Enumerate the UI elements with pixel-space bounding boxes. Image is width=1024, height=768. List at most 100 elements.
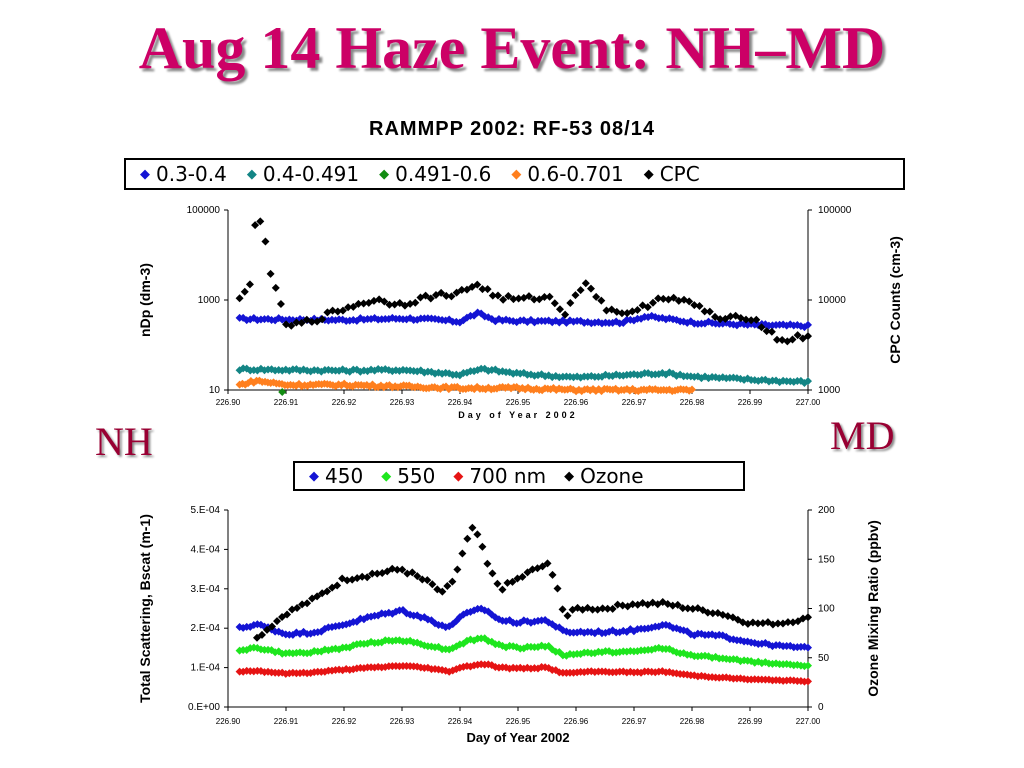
data-point [297,318,306,327]
y2-axis-title: CPC Counts (cm-3) [887,236,903,364]
x-tick-label: 226.95 [506,398,531,407]
x-tick-label: 226.92 [332,717,357,726]
y-axis-title: nDp (dm-3) [137,263,153,337]
data-point [673,600,682,609]
data-point [773,619,782,628]
data-point [597,296,606,305]
legend-label: 0.6-0.701 [527,162,624,186]
data-point [530,295,539,304]
data-point [473,280,482,289]
data-point [648,298,657,307]
y-axis-title: Total Scattering, Bscat (m-1) [137,514,153,703]
data-point [555,305,564,314]
data-point [333,581,342,590]
data-point [256,217,265,226]
legend-label: Ozone [580,464,644,488]
data-point [263,625,272,634]
legend-item-0.4-0.491: ◆ 0.4-0.491 [247,162,359,186]
data-point [428,580,437,589]
data-point [772,335,781,344]
legend-label: 0.491-0.6 [395,162,492,186]
y2-axis-title: Ozone Mixing Ratio (ppbv) [865,520,881,697]
x-axis-title: Day of Year 2002 [466,730,569,745]
legend-item-700nm: ◆ 700 nm [453,464,546,488]
series-450 [235,604,812,652]
data-point [499,295,508,304]
data-point [633,306,642,315]
y-tick-label: 100000 [187,205,221,216]
data-point [368,569,377,578]
chart-scattering-ozone: 226.90 226.91 226.92 226.93 226.94 226.95 226.… [137,505,881,745]
diamond-marker-icon: ◆ [381,468,392,484]
data-point [752,315,761,324]
data-point [437,288,446,297]
y-tick-label: 4.E-04 [191,544,221,555]
legend-item-0.491-0.6: ◆ 0.491-0.6 [379,162,491,186]
data-point [504,382,513,391]
y-tick-label: 2.E-04 [191,623,221,634]
legend-top: ◆ 0.3-0.4 ◆ 0.4-0.491 ◆ 0.491-0.6 ◆ 0.6-0.70… [124,158,905,190]
data-point [421,291,430,300]
series-0-491-0-6 [278,387,287,396]
data-point [669,293,678,302]
data-point [558,605,567,614]
data-point [804,320,812,329]
data-point [748,618,757,627]
data-point [245,280,254,289]
data-point [688,604,697,613]
y-tick-label: 5.E-04 [191,505,221,516]
data-point [767,327,776,336]
data-point [385,300,394,309]
data-point [273,617,282,626]
chart-title-top: RAMMPP 2002: RF-53 08/14 [369,118,655,140]
data-point [276,300,285,309]
diamond-marker-icon: ◆ [309,468,319,484]
legend-label: 0.3-0.4 [156,162,227,186]
data-point [235,294,244,303]
data-point [783,618,792,627]
data-point [483,559,492,568]
data-point [278,387,287,396]
slide-title: Aug 14 Haze Event: NH–MD [138,15,886,81]
data-point [283,610,292,619]
x-tick-label: 226.97 [622,398,647,407]
data-point [523,568,532,577]
legend-label: 700 nm [469,464,547,488]
data-point [418,575,427,584]
data-point [543,559,552,568]
data-point [685,297,694,306]
data-point [338,306,347,315]
data-point [592,292,601,301]
x-tick-label: 226.96 [564,398,589,407]
data-point [398,565,407,574]
data-point [613,600,622,609]
x-tick-label: 226.95 [506,717,531,726]
series-0-4-0-491 [235,364,812,388]
data-point [380,297,389,306]
data-point [654,294,663,303]
data-point [688,385,696,394]
data-point [695,302,704,311]
data-point [524,292,533,301]
legend-label: CPC [659,162,700,186]
data-point [571,291,580,300]
legend-item-0.6-0.701: ◆ 0.6-0.701 [511,162,623,186]
data-point [313,592,322,601]
x-tick-label: 226.93 [390,717,415,726]
data-point [287,321,296,330]
data-point [804,643,812,652]
data-point [540,292,549,301]
data-point [804,677,812,686]
data-point [509,295,518,304]
x-tick-label: 226.94 [448,398,473,407]
y2-tick-label: 100 [818,604,835,615]
data-point [768,620,777,629]
data-point [458,549,467,558]
y2-tick-label: 0 [818,702,824,713]
data-point [503,578,512,587]
data-point [349,302,358,311]
data-point [488,569,497,578]
data-point [258,630,267,639]
data-point [586,284,595,293]
diamond-marker-icon: ◆ [246,166,257,182]
